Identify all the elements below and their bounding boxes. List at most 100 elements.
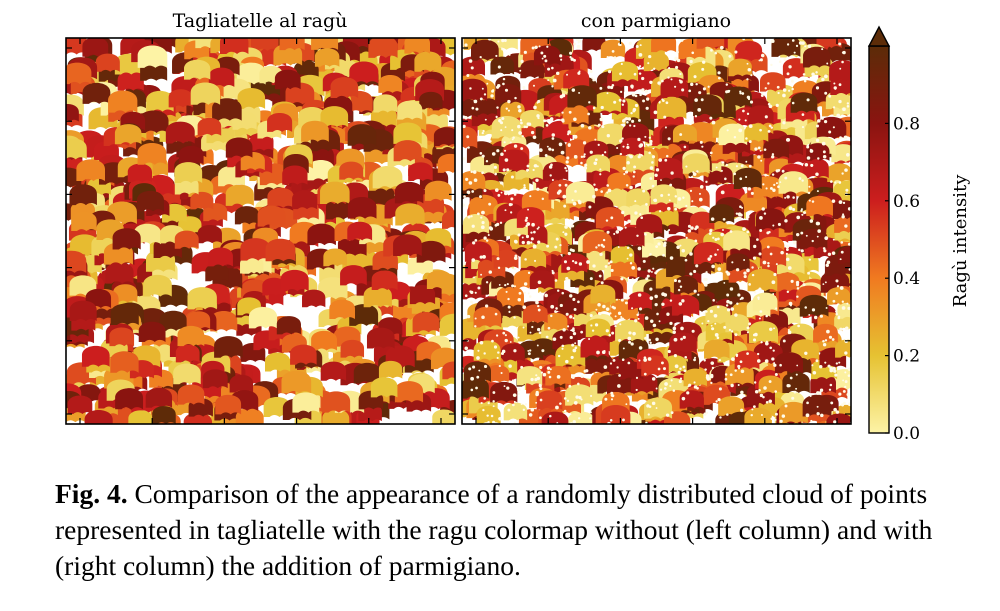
parmigiano-speck (759, 393, 764, 398)
parmigiano-speck (629, 124, 632, 127)
parmigiano-speck (804, 306, 807, 309)
parmigiano-speck (691, 329, 695, 333)
tagliatelle-point (368, 38, 398, 58)
parmigiano-speck (788, 89, 791, 92)
parmigiano-speck (605, 329, 609, 333)
parmigiano-speck (590, 394, 593, 398)
parmigiano-speck (626, 246, 630, 250)
parmigiano-speck (776, 85, 780, 89)
parmigiano-speck (494, 223, 498, 227)
parmigiano-speck (476, 356, 480, 360)
parmigiano-speck (667, 76, 670, 79)
parmigiano-speck (700, 98, 704, 102)
parmigiano-speck (737, 364, 741, 369)
parmigiano-speck (670, 379, 673, 382)
parmigiano-speck (546, 45, 549, 48)
tagliatelle-point (803, 46, 831, 68)
parmigiano-speck (513, 421, 516, 424)
parmigiano-speck (663, 241, 667, 245)
parmigiano-speck (782, 88, 787, 92)
parmigiano-speck (691, 200, 694, 203)
parmigiano-speck (504, 334, 507, 337)
parmigiano-speck (523, 50, 527, 54)
parmigiano-speck (703, 312, 706, 316)
parmigiano-speck (498, 417, 502, 421)
parmigiano-speck (577, 199, 581, 203)
parmigiano-speck (628, 331, 632, 335)
tagliatelle-point (323, 248, 347, 267)
parmigiano-speck (665, 101, 669, 105)
parmigiano-speck (641, 76, 645, 81)
parmigiano-speck (847, 242, 851, 246)
parmigiano-speck (653, 67, 656, 71)
tagliatelle-point (372, 250, 398, 270)
parmigiano-speck (595, 246, 598, 249)
parmigiano-speck (588, 205, 592, 209)
parmigiano-speck (564, 225, 568, 229)
parmigiano-speck (767, 102, 771, 106)
parmigiano-speck (781, 169, 785, 173)
tagliatelle-point (541, 411, 569, 424)
parmigiano-speck (669, 385, 672, 388)
parmigiano-speck (773, 272, 777, 277)
parmigiano-speck (697, 107, 702, 112)
parmigiano-speck (650, 270, 653, 273)
parmigiano-speck (754, 147, 758, 151)
parmigiano-speck (786, 43, 790, 46)
parmigiano-speck (717, 71, 721, 75)
parmigiano-speck (775, 182, 778, 185)
tagliatelle-point (373, 94, 398, 113)
parmigiano-speck (775, 263, 778, 266)
parmigiano-speck (808, 199, 811, 202)
parmigiano-speck (753, 381, 757, 384)
tagliatelle-point (229, 374, 254, 393)
tagliatelle-point (174, 162, 203, 184)
parmigiano-speck (471, 106, 475, 110)
parmigiano-speck (535, 390, 539, 395)
parmigiano-speck (642, 99, 646, 103)
parmigiano-speck (688, 383, 692, 387)
tagliatelle-point (202, 369, 228, 389)
parmigiano-speck (695, 82, 698, 86)
parmigiano-speck (679, 367, 682, 370)
parmigiano-speck (689, 59, 693, 64)
tagliatelle-point (825, 91, 850, 110)
parmigiano-speck (593, 161, 598, 166)
parmigiano-speck (538, 45, 541, 48)
parmigiano-speck (823, 249, 827, 253)
tagliatelle-point (433, 127, 455, 147)
parmigiano-speck (717, 76, 721, 80)
parmigiano-speck (536, 165, 539, 168)
tagliatelle-point (347, 196, 377, 219)
parmigiano-speck (508, 364, 512, 368)
parmigiano-speck (501, 38, 505, 43)
parmigiano-speck (730, 383, 734, 388)
parmigiano-speck (634, 200, 637, 203)
parmigiano-speck (573, 401, 578, 405)
parmigiano-speck (642, 259, 646, 263)
parmigiano-speck (617, 311, 622, 315)
tagliatelle-point (290, 344, 317, 365)
tagliatelle-point (285, 82, 315, 105)
tagliatelle-point (76, 159, 106, 182)
parmigiano-speck (800, 249, 804, 253)
parmigiano-speck (828, 130, 832, 134)
parmigiano-speck (815, 71, 818, 74)
parmigiano-speck (502, 331, 506, 335)
parmigiano-speck (535, 401, 538, 404)
parmigiano-speck (525, 234, 530, 239)
parmigiano-speck (578, 70, 581, 73)
parmigiano-speck (462, 262, 466, 266)
parmigiano-speck (800, 231, 804, 235)
tagliatelle-point (301, 120, 329, 142)
parmigiano-speck (844, 385, 847, 389)
parmigiano-speck (720, 190, 725, 195)
parmigiano-speck (821, 117, 824, 120)
tagliatelle-point (112, 228, 141, 250)
parmigiano-speck (516, 387, 521, 392)
parmigiano-speck (825, 307, 828, 309)
parmigiano-speck (487, 234, 490, 237)
parmigiano-speck (609, 418, 613, 422)
parmigiano-speck (504, 283, 507, 287)
parmigiano-speck (764, 173, 768, 177)
